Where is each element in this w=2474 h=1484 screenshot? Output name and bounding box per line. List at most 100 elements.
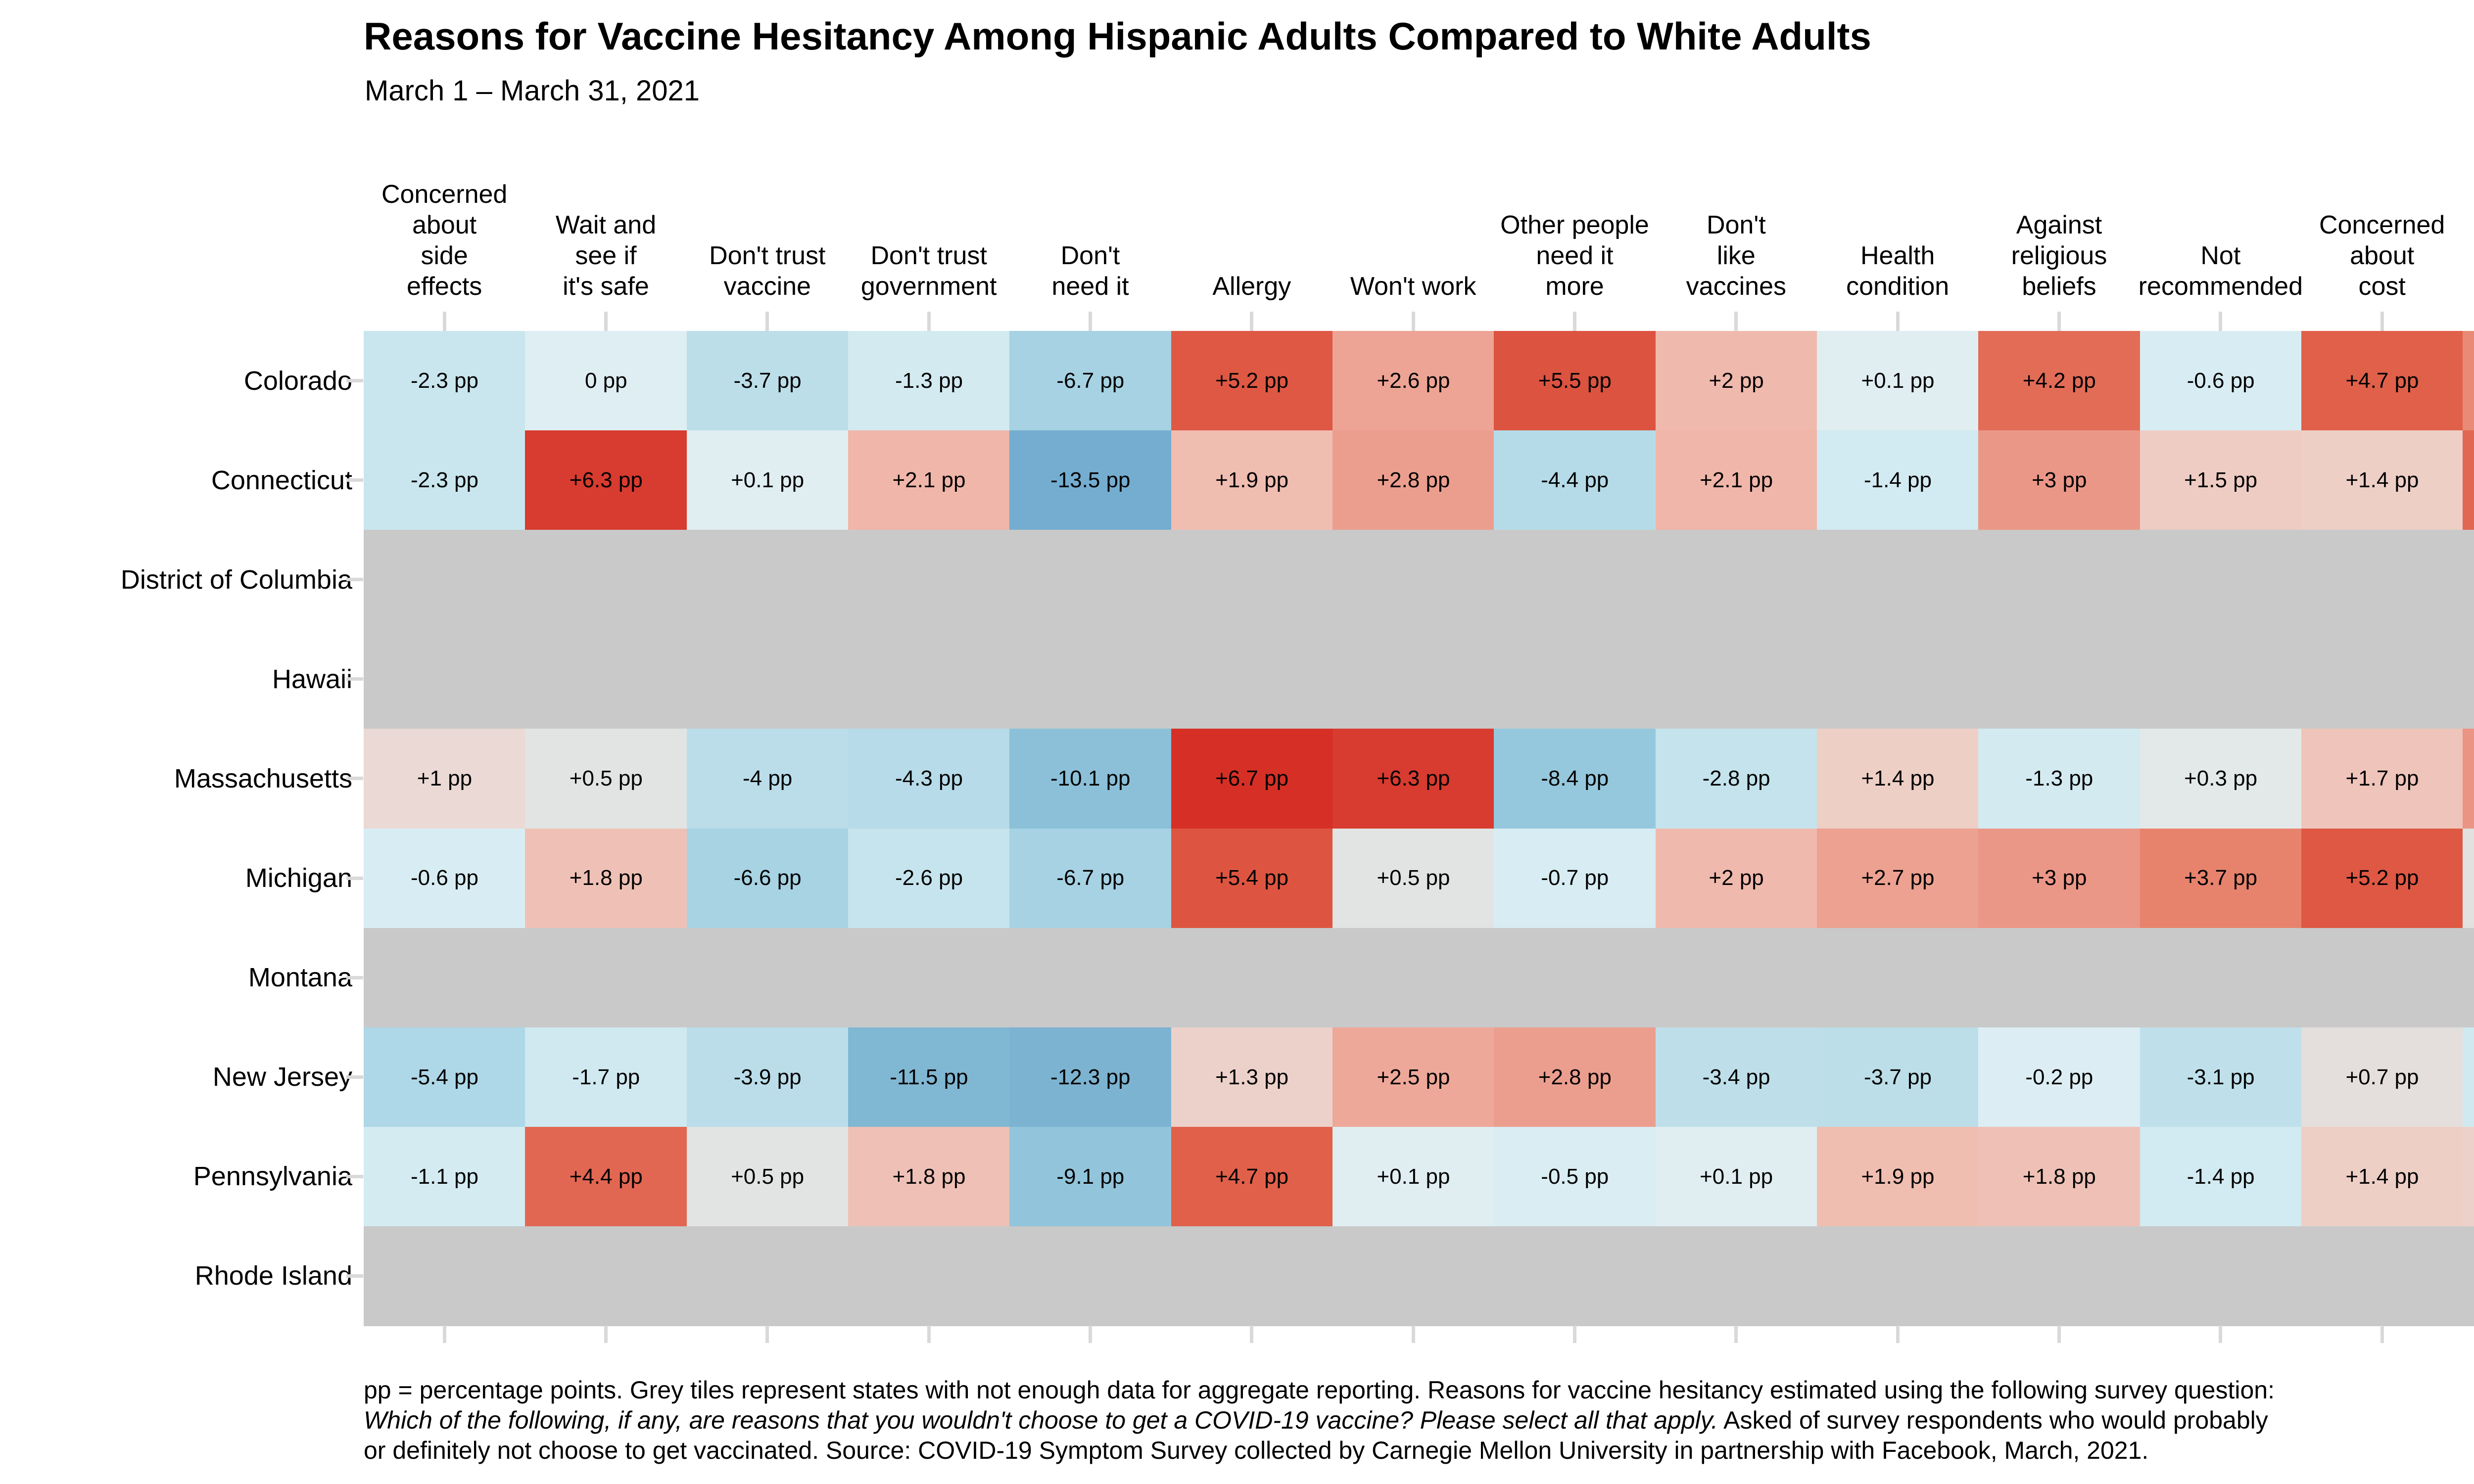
- cell-value: +4.7 pp: [2345, 368, 2419, 393]
- heatmap-cell: -2.3 pp: [364, 430, 525, 530]
- cell-value: 0 pp: [584, 368, 627, 393]
- cell-value: +5.4 pp: [1215, 866, 1289, 890]
- heatmap-cell-na: [525, 928, 687, 1028]
- heatmap-cell: +2 pp: [1655, 828, 1817, 928]
- heatmap-cell-na: [1332, 629, 1494, 729]
- column-header-line: side: [421, 241, 468, 270]
- heatmap-cell: +0.5 pp: [1332, 828, 1494, 928]
- heatmap-cell: -3.4 pp: [1655, 1027, 1817, 1127]
- heatmap-cell: -1.3 pp: [848, 331, 1010, 431]
- footnote-line3: or definitely not choose to get vaccinat…: [364, 1437, 2149, 1464]
- cell-value: +5.2 pp: [2345, 866, 2419, 890]
- column-header: Don't need it: [1051, 240, 1129, 302]
- heatmap-cell: +6.3 pp: [525, 430, 687, 530]
- cell-value: -3.4 pp: [1702, 1065, 1770, 1089]
- heatmap-cell: +4.7 pp: [2301, 331, 2463, 431]
- heatmap-cell-na: [1978, 1226, 2141, 1326]
- cell-value: -0.6 pp: [2187, 368, 2255, 393]
- row-label: Michigan: [245, 863, 352, 893]
- cell-value: +1.4 pp: [1861, 766, 1935, 791]
- cell-value: +3.7 pp: [2184, 866, 2258, 890]
- cell-value: -6.7 pp: [1056, 866, 1125, 890]
- heatmap-cell: -6.7 pp: [1009, 331, 1172, 431]
- heatmap-cell: -3.1 pp: [2140, 1027, 2302, 1127]
- cell-value: -0.2 pp: [2025, 1065, 2093, 1089]
- heatmap-cell: -0.5 pp: [1494, 1126, 1656, 1227]
- column-header-line: about: [2350, 241, 2415, 270]
- column-header-line: religious: [2011, 241, 2107, 270]
- column-tick: [1734, 1326, 1738, 1343]
- heatmap-cell: -1.1 pp: [364, 1126, 525, 1227]
- heatmap-cell: +2.7 pp: [1817, 828, 1979, 928]
- column-header-line: Against: [2016, 211, 2102, 239]
- cell-value: +1.8 pp: [2022, 1164, 2096, 1189]
- cell-value: +1.4 pp: [2345, 1164, 2419, 1189]
- cell-value: +1.8 pp: [569, 866, 643, 890]
- heatmap-cell-na: [1655, 629, 1817, 729]
- column-header-line: like: [1716, 241, 1756, 270]
- cell-value: +1.3 pp: [1215, 1065, 1289, 1089]
- column-header-line: Don't: [1060, 241, 1120, 270]
- heatmap-cell: +1.5 pp: [2140, 430, 2302, 530]
- column-tick: [1250, 312, 1254, 331]
- cell-value: +5.5 pp: [1538, 368, 1612, 393]
- heatmap-cell: +4.2 pp: [1978, 331, 2141, 431]
- cell-value: +2.8 pp: [1377, 467, 1450, 492]
- column-tick: [442, 312, 446, 331]
- column-tick: [1089, 312, 1092, 331]
- heatmap-cell: +0.5 pp: [686, 1126, 849, 1227]
- heatmap-cell: +1.8 pp: [848, 1126, 1010, 1227]
- heatmap-cell-na: [2140, 629, 2302, 729]
- heatmap-cell-na: [2140, 1226, 2302, 1326]
- cell-value: +1.9 pp: [1861, 1164, 1935, 1189]
- column-header: Concerned about cost: [2319, 210, 2445, 302]
- cell-value: +0.1 pp: [1377, 1164, 1450, 1189]
- heatmap-cell-na: [364, 1226, 525, 1326]
- heatmap-cell: +2.6 pp: [1332, 331, 1494, 431]
- cell-value: +1.5 pp: [2184, 467, 2258, 492]
- column-tick: [1089, 1326, 1092, 1343]
- heatmap-cell-na: [686, 629, 849, 729]
- column-header: Don't trust government: [861, 240, 997, 302]
- heatmap-cell-na: [2301, 629, 2463, 729]
- heatmap-cell-na: [364, 928, 525, 1028]
- heatmap-cell-na: [1171, 1226, 1333, 1326]
- cell-value: -8.4 pp: [1541, 766, 1609, 791]
- column-header-line: Don't trust: [709, 241, 826, 270]
- column-tick: [927, 1326, 931, 1343]
- heatmap-cell-na: [2463, 1226, 2474, 1326]
- column-header: Health condition: [1846, 240, 1949, 302]
- heatmap-cell-na: [1655, 928, 1817, 1028]
- row-tick: [346, 677, 363, 681]
- heatmap-cell-na: [2301, 1226, 2463, 1326]
- column-tick: [2380, 312, 2384, 331]
- row-label: Montana: [248, 963, 352, 993]
- cell-value: -1.4 pp: [1863, 467, 1932, 492]
- row-tick: [346, 379, 363, 383]
- column-header-line: Don't: [1706, 211, 1766, 239]
- cell-value: -1.3 pp: [2025, 766, 2093, 791]
- column-tick: [927, 312, 931, 331]
- cell-value: -1.4 pp: [2187, 1164, 2255, 1189]
- cell-value: -2.3 pp: [410, 467, 478, 492]
- heatmap-cell-na: [848, 928, 1010, 1028]
- heatmap-cell: +0.1 pp: [686, 430, 849, 530]
- cell-value: +2.7 pp: [1861, 866, 1935, 890]
- column-tick: [1411, 312, 1415, 331]
- heatmap-cell: +6.7 pp: [1171, 729, 1333, 829]
- heatmap-cell: +0.7 pp: [2301, 1027, 2463, 1127]
- heatmap-cell-na: [1817, 928, 1979, 1028]
- heatmap-cell: +6.3 pp: [1332, 729, 1494, 829]
- heatmap-cell: +3.5 pp: [2463, 331, 2474, 431]
- column-header-line: beliefs: [2022, 272, 2096, 301]
- heatmap-cell-na: [1171, 530, 1333, 630]
- heatmap-cell: +3.7 pp: [2140, 828, 2302, 928]
- heatmap-cell: +1.4 pp: [2301, 1126, 2463, 1227]
- heatmap-cell-na: [1817, 629, 1979, 729]
- column-header-line: vaccine: [723, 272, 811, 301]
- cell-value: -1.3 pp: [895, 368, 963, 393]
- column-header: Not recommended: [2139, 240, 2303, 302]
- heatmap-cell-na: [525, 1226, 687, 1326]
- heatmap-cell-na: [1009, 1226, 1172, 1326]
- column-header: Don't like vaccines: [1686, 210, 1786, 302]
